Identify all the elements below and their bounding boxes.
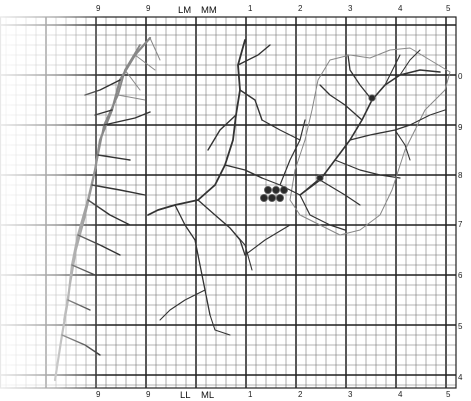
bottom-label-9b: 9: [146, 390, 151, 399]
right-label-7: 7: [458, 220, 463, 229]
bottom-label-ml: ML: [201, 390, 214, 401]
top-label-2: 2: [298, 4, 303, 13]
right-label-6: 6: [458, 271, 463, 280]
right-axis-labels: 0 9 8 7 6 5 4: [458, 72, 463, 382]
top-label-9a: 9: [96, 4, 101, 13]
right-label-0: 0: [458, 72, 463, 81]
top-label-lm: LM: [178, 5, 191, 16]
top-label-1: 1: [248, 4, 253, 13]
right-label-9: 9: [458, 123, 463, 132]
bottom-label-3: 3: [348, 390, 353, 399]
top-axis-labels: 9 9 LM MM 1 2 3 4 5: [96, 4, 451, 16]
bottom-axis-labels: 9 9 LL ML 1 2 3 4 5: [96, 390, 451, 401]
bottom-label-ll: LL: [180, 390, 191, 401]
right-label-5: 5: [458, 322, 463, 331]
bottom-label-2: 2: [298, 390, 303, 399]
right-label-4: 4: [458, 373, 463, 382]
bottom-label-5: 5: [446, 390, 451, 399]
top-label-3: 3: [348, 4, 353, 13]
top-label-mm: MM: [201, 5, 217, 16]
top-label-5: 5: [446, 4, 451, 13]
top-label-9b: 9: [146, 4, 151, 13]
bottom-label-9a: 9: [96, 390, 101, 399]
bottom-label-1: 1: [248, 390, 253, 399]
bottom-label-4: 4: [398, 390, 403, 399]
top-label-4: 4: [398, 4, 403, 13]
right-label-8: 8: [458, 171, 463, 180]
